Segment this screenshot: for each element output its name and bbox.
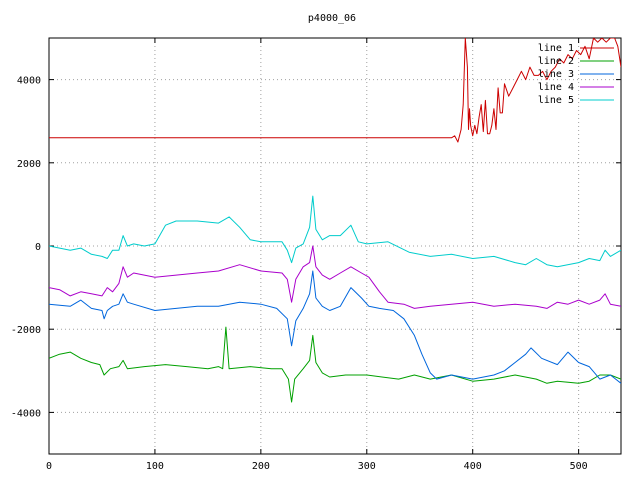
y-tick-label: 2000 [17, 159, 41, 170]
x-tick-label: 200 [252, 461, 270, 472]
x-tick-label: 500 [570, 461, 588, 472]
legend: line 1 line 2 line 3 line 4 line 5 [538, 43, 614, 106]
plot-frame [48, 37, 622, 455]
y-tick-label: 0 [35, 242, 41, 253]
series-line-2 [49, 326, 621, 403]
y-tick-label: -4000 [11, 408, 41, 419]
series-line-5 [49, 195, 621, 268]
series-line-3 [49, 270, 621, 384]
series-line-1 [49, 38, 621, 143]
series-line-4 [49, 245, 621, 309]
y-tick-label: 4000 [17, 76, 41, 87]
legend-label: line 3 [538, 69, 574, 80]
series-lines [49, 38, 621, 403]
x-tick-label: 300 [358, 461, 376, 472]
chart-title: p4000_06 [308, 13, 356, 24]
x-tick-label: 0 [46, 461, 52, 472]
legend-label: line 4 [538, 82, 574, 93]
x-tick-label: 400 [464, 461, 482, 472]
axis-ticks: 0 100 200 300 400 500 -4000 -2000 0 2000 4000 [11, 38, 621, 472]
legend-label: line 5 [538, 95, 574, 106]
legend-label: line 1 [538, 43, 574, 54]
legend-label: line 2 [538, 56, 574, 67]
y-tick-label: -2000 [11, 325, 41, 336]
grid [49, 38, 621, 454]
x-tick-label: 100 [146, 461, 164, 472]
